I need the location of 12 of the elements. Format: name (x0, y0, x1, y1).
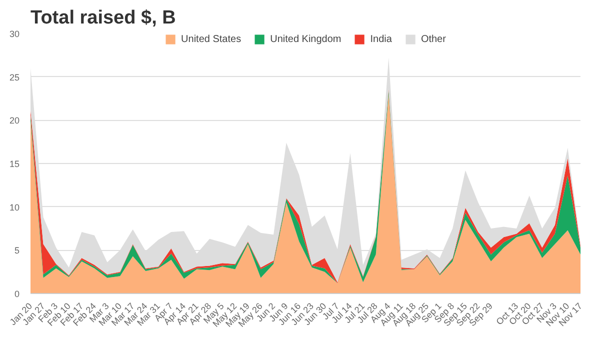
y-tick-label: 5 (14, 246, 20, 256)
y-tick-label: 25 (9, 72, 20, 82)
chart-title: Total raised $, B (30, 8, 176, 28)
legend-label: India (370, 34, 392, 44)
y-tick-label: 10 (9, 202, 20, 212)
y-tick-label: 30 (9, 29, 20, 39)
y-tick-label: 20 (9, 116, 20, 126)
legend-label: Other (420, 34, 446, 44)
y-tick-label: 15 (9, 159, 20, 169)
legend-label: United States (181, 34, 242, 44)
legend-label: United Kingdom (270, 34, 342, 44)
y-tick-label: 0 (14, 289, 20, 299)
